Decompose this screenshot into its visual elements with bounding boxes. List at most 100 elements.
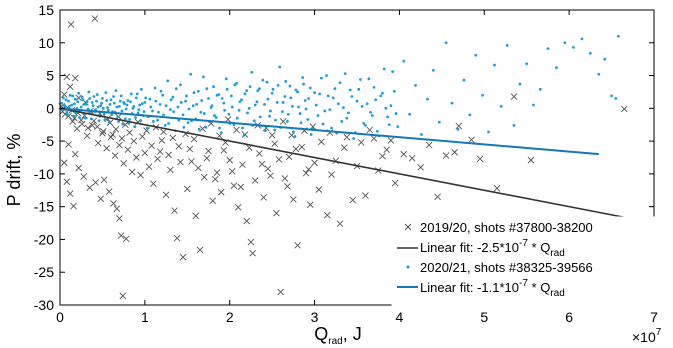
x-marker xyxy=(230,182,238,190)
dot-marker xyxy=(162,113,165,117)
dot-marker xyxy=(151,120,155,123)
fit-2020-tail: * Q xyxy=(528,280,550,295)
x-marker xyxy=(328,171,335,178)
dot-marker xyxy=(308,86,312,90)
dot-marker xyxy=(242,133,246,137)
dot-marker xyxy=(252,119,256,123)
dot-marker xyxy=(157,110,160,114)
dot-marker xyxy=(342,106,345,110)
dot-marker xyxy=(79,105,83,109)
fit-line-2020 xyxy=(59,107,599,156)
x-multiplier-exp: 7 xyxy=(656,327,662,338)
dot-marker xyxy=(77,91,81,95)
legend-entry-fit-2019: Linear fit: -2.5*10-7 * Qrad xyxy=(397,238,565,259)
x-marker xyxy=(116,141,123,149)
dot-marker xyxy=(70,103,74,107)
dot-marker xyxy=(284,80,288,83)
dot-marker xyxy=(258,115,262,119)
dot-marker xyxy=(392,89,396,93)
dot-marker xyxy=(270,91,274,95)
dot-marker xyxy=(328,108,332,112)
dot-marker xyxy=(304,107,308,111)
dot-marker xyxy=(106,108,110,112)
x-marker xyxy=(165,151,172,159)
dot-marker xyxy=(179,101,183,104)
x-marker xyxy=(268,131,276,139)
dot-marker xyxy=(563,41,567,45)
fit-lines xyxy=(59,107,629,219)
dot-marker xyxy=(316,114,320,117)
dot-marker xyxy=(123,117,127,121)
legend-x-marker-icon xyxy=(404,223,412,231)
x-marker xyxy=(83,132,91,140)
x-marker xyxy=(92,179,99,186)
x-marker xyxy=(186,145,194,153)
dot-marker xyxy=(138,103,142,107)
x-marker xyxy=(362,192,369,199)
x-marker xyxy=(66,190,74,197)
x-marker xyxy=(70,202,77,210)
x-marker xyxy=(279,118,287,125)
x-tick-label: 3 xyxy=(311,309,319,325)
dot-marker xyxy=(364,123,367,127)
x-marker xyxy=(213,169,221,176)
x-marker xyxy=(141,149,149,157)
legend-entry-2020: 2020/21, shots #38325-39566 xyxy=(406,260,593,275)
dot-marker xyxy=(386,115,389,119)
dot-marker xyxy=(345,116,349,120)
dot-marker xyxy=(197,127,201,131)
fit-2019-main: Linear fit: -2.5*10 xyxy=(420,240,519,255)
legend-label-fit-2019: Linear fit: -2.5*10-7 * Qrad xyxy=(420,238,565,259)
dot-marker xyxy=(213,114,216,117)
dot-marker xyxy=(343,72,347,75)
dot-marker xyxy=(493,63,496,67)
dot-marker xyxy=(309,133,313,136)
x-marker xyxy=(307,201,314,209)
x-marker xyxy=(239,161,246,169)
dot-marker xyxy=(532,103,535,107)
x-marker xyxy=(340,144,348,151)
dot-marker xyxy=(112,95,115,98)
x-marker xyxy=(60,91,68,98)
x-tick-label: 1 xyxy=(141,309,149,325)
dot-marker xyxy=(136,111,140,115)
dot-marker xyxy=(224,77,228,81)
dot-marker xyxy=(280,110,284,114)
tick-labels: 0 1 2 3 4 5 6 7 -30 -25 -20 -15 -10 -5 0 5 10 15 xyxy=(34,2,658,325)
dot-marker xyxy=(167,122,171,125)
dot-marker xyxy=(319,76,323,80)
dot-marker xyxy=(125,103,129,107)
x-marker xyxy=(205,147,212,155)
dot-marker xyxy=(437,120,441,124)
x-marker xyxy=(290,196,297,203)
x-marker xyxy=(188,158,195,165)
dot-marker xyxy=(499,104,503,108)
dot-marker xyxy=(261,78,265,82)
x-marker xyxy=(138,133,146,140)
x-marker xyxy=(284,183,291,190)
x-marker xyxy=(493,184,501,192)
dot-marker xyxy=(72,114,75,118)
dot-marker xyxy=(352,137,356,140)
x-marker xyxy=(122,235,130,243)
fit-2019-sub: rad xyxy=(550,248,564,259)
x-marker xyxy=(130,137,138,145)
x-axis-label-tail: , J xyxy=(343,324,362,344)
dot-marker xyxy=(362,122,366,125)
x-marker xyxy=(84,124,92,132)
x-marker xyxy=(298,143,306,151)
x-tick-label: 4 xyxy=(396,309,404,325)
dot-marker xyxy=(603,57,607,61)
x-axis-label-sub: rad xyxy=(328,336,342,347)
x-marker xyxy=(110,200,117,207)
dot-marker xyxy=(85,100,89,104)
dot-marker xyxy=(215,93,219,97)
dot-marker xyxy=(318,92,322,96)
dot-marker xyxy=(64,98,68,102)
dot-marker xyxy=(256,89,260,93)
dot-marker xyxy=(271,87,275,91)
dot-marker xyxy=(394,112,398,115)
x-marker xyxy=(65,141,72,148)
dot-marker xyxy=(100,101,103,105)
